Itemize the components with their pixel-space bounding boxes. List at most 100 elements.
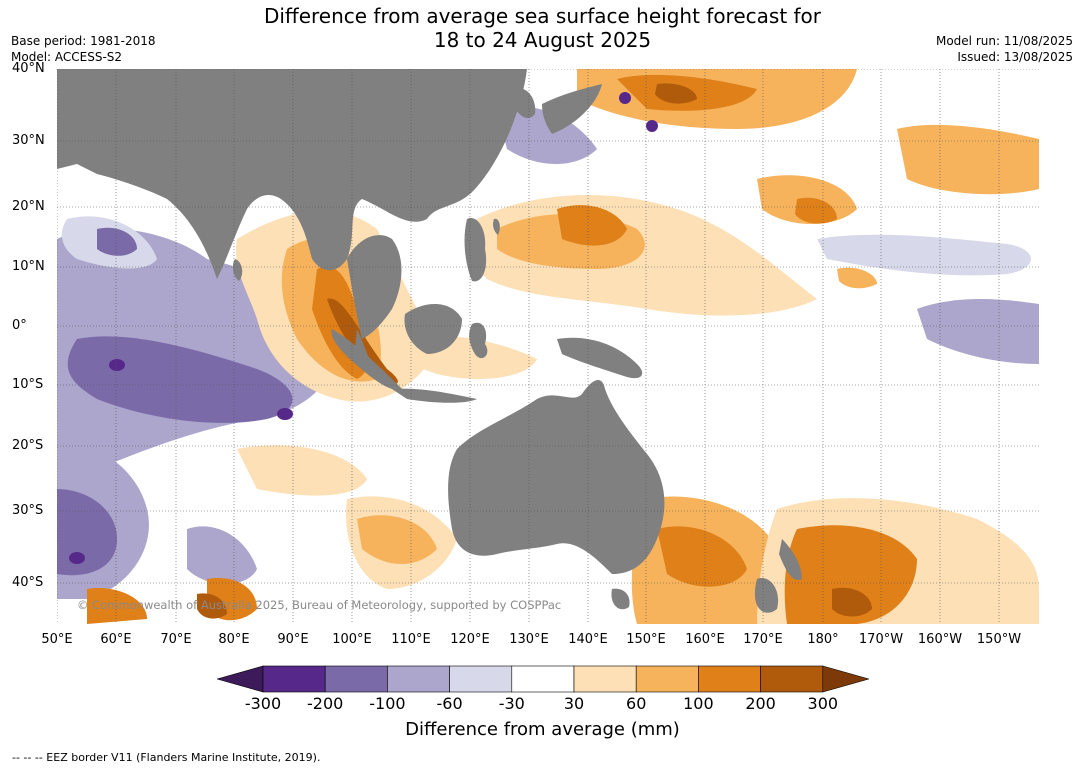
colorbar-tick-label: -100 xyxy=(369,694,406,713)
colorbar-extend-high xyxy=(822,665,869,693)
anomaly-patch xyxy=(109,359,125,371)
latitude-label: 20°N xyxy=(12,199,45,214)
title-line-1: Difference from average sea surface heig… xyxy=(263,4,822,28)
java xyxy=(392,388,477,403)
eez-footer-note: -- -- -- EEZ border V11 (Flanders Marine… xyxy=(12,751,321,764)
anomaly-patch xyxy=(497,106,597,164)
latitude-label: 10°N xyxy=(12,259,45,274)
colorbar-segment xyxy=(511,665,575,693)
latitude-label: 20°S xyxy=(12,438,44,453)
colorbar-tick-label: -60 xyxy=(436,694,463,713)
colorbar xyxy=(217,665,869,693)
asia-landmass xyxy=(57,69,527,279)
anomaly-patch xyxy=(917,299,1039,364)
colorbar-segment xyxy=(387,665,450,693)
longitude-label: 80°E xyxy=(218,632,250,647)
longitude-label: 150°E xyxy=(626,632,666,647)
copyright-text: © Commonwealth of Australia 2025, Bureau… xyxy=(77,598,561,612)
anomaly-patch xyxy=(197,593,227,619)
colorbar-tick-label: -300 xyxy=(244,694,282,713)
colorbar-segment xyxy=(573,665,637,693)
longitude-label: 100°E xyxy=(332,632,372,647)
colorbar-tick-label: 300 xyxy=(807,694,839,713)
anomaly-patch xyxy=(277,408,293,420)
model-run: Model run: 11/08/2025 xyxy=(935,34,1073,48)
korea-landmass xyxy=(512,88,536,119)
longitude-label: 50°E xyxy=(41,632,73,647)
colorbar-segment xyxy=(262,665,326,693)
anomaly-patch xyxy=(87,588,147,624)
colorbar-tick-label: 100 xyxy=(683,694,714,713)
tasmania xyxy=(611,588,630,610)
sumatra xyxy=(331,329,402,390)
colorbar-segment xyxy=(449,665,513,693)
anomaly-patch xyxy=(784,525,917,624)
taiwan xyxy=(493,218,500,235)
anomaly-patch xyxy=(657,526,747,587)
latitude-label: 40°S xyxy=(12,575,44,590)
anomaly-fields xyxy=(57,69,1039,624)
longitude-label: 120°E xyxy=(450,632,490,647)
colorbar-tick-label: -200 xyxy=(307,694,344,713)
sea-surface-height-map: © Commonwealth of Australia 2025, Bureau… xyxy=(57,69,1039,624)
latitude-label: 30°N xyxy=(12,133,45,148)
anomaly-patch xyxy=(67,336,293,423)
colorbar-tick-label: 60 xyxy=(626,694,647,713)
indochina-landmass xyxy=(347,235,402,339)
colorbar-segment xyxy=(760,665,824,693)
anomaly-patch xyxy=(187,526,257,584)
longitude-label: 90°E xyxy=(277,632,309,647)
colorbar-extend-low xyxy=(217,665,264,693)
map-title: Difference from average sea surface heig… xyxy=(0,4,1085,52)
anomaly-patch xyxy=(357,515,437,564)
anomaly-patch xyxy=(646,120,658,132)
metadata-right: Model run: 11/08/2025 Issued: 13/08/2025 xyxy=(936,33,1073,65)
sri-lanka xyxy=(232,259,243,281)
longitude-label: 170°E xyxy=(743,632,783,647)
latitude-label: 30°S xyxy=(12,503,44,518)
longitude-label: 160°E xyxy=(685,632,725,647)
latitude-label: 0° xyxy=(12,318,27,333)
longitude-label: 110°E xyxy=(391,632,431,647)
anomaly-patch xyxy=(327,298,398,385)
longitude-label: 160°W xyxy=(917,632,963,647)
colorbar-title: Difference from average (mm) xyxy=(405,719,680,740)
colorbar-tick-label: 30 xyxy=(563,694,585,713)
anomaly-patch xyxy=(795,197,837,224)
latitude-label: 10°S xyxy=(12,377,44,392)
longitude-label: 130°E xyxy=(509,632,549,647)
japan-landmass xyxy=(542,84,602,134)
longitude-label: 150°W xyxy=(976,632,1022,647)
anomaly-patch xyxy=(69,552,85,564)
new-zealand xyxy=(754,539,802,613)
colorbar-tick-label: -30 xyxy=(498,694,525,713)
base-period: Base period: 1981-2018 xyxy=(11,34,156,48)
longitude-label: 170°W xyxy=(858,632,904,647)
metadata-left: Base period: 1981-2018 Model: ACCESS-S2 xyxy=(11,33,156,65)
colorbar-segment xyxy=(635,665,699,693)
anomaly-patch xyxy=(557,205,627,246)
latitude-label: 40°N xyxy=(12,61,45,76)
anomaly-patch xyxy=(655,83,697,104)
philippines xyxy=(464,218,487,282)
anomaly-patch xyxy=(97,227,137,256)
longitude-label: 70°E xyxy=(160,632,192,647)
sulawesi xyxy=(469,322,488,359)
colorbar-segment xyxy=(324,665,388,693)
longitude-label: 60°E xyxy=(100,632,132,647)
title-line-2: 18 to 24 August 2025 xyxy=(433,28,652,52)
anomaly-patch xyxy=(619,92,631,104)
anomaly-patch xyxy=(237,445,367,496)
colorbar-tick-label: 200 xyxy=(745,694,776,713)
new-guinea xyxy=(557,337,643,379)
model-name: Model: ACCESS-S2 xyxy=(11,50,123,64)
anomaly-patch xyxy=(837,267,877,289)
anomaly-patch xyxy=(832,587,872,617)
australia-landmass xyxy=(448,379,665,574)
colorbar-segment xyxy=(698,665,761,693)
longitude-label: 180° xyxy=(807,632,839,647)
anomaly-patch xyxy=(817,234,1031,276)
issued-date: Issued: 13/08/2025 xyxy=(957,50,1073,64)
borneo xyxy=(404,303,462,354)
graticule xyxy=(57,69,1039,624)
